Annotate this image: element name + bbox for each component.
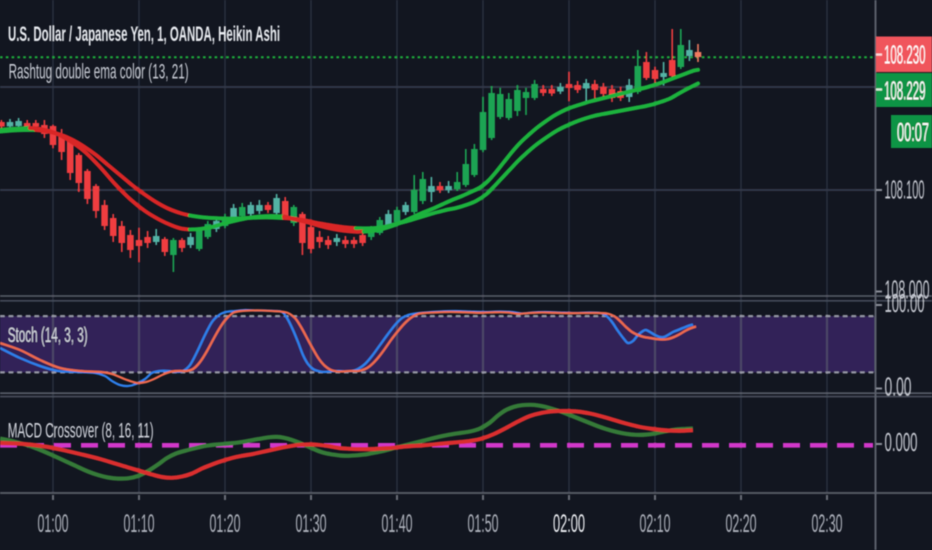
svg-text:0.00: 0.00 <box>885 374 912 402</box>
svg-text:0.000: 0.000 <box>885 429 918 457</box>
svg-text:108.000: 108.000 <box>885 277 930 305</box>
svg-text:108.230: 108.230 <box>884 42 926 70</box>
svg-text:02:00: 02:00 <box>553 510 585 538</box>
svg-text:Stoch (14, 3, 3): Stoch (14, 3, 3) <box>8 324 88 347</box>
svg-text:01:10: 01:10 <box>124 510 155 538</box>
svg-text:02:30: 02:30 <box>812 510 843 538</box>
svg-text:02:10: 02:10 <box>640 510 671 538</box>
svg-text:02:20: 02:20 <box>726 510 757 538</box>
svg-text:100.00: 100.00 <box>885 290 925 318</box>
svg-text:01:40: 01:40 <box>382 510 413 538</box>
svg-text:01:20: 01:20 <box>210 510 241 538</box>
svg-text:U.S. Dollar / Japanese Yen, 1,: U.S. Dollar / Japanese Yen, 1, OANDA, He… <box>8 22 280 46</box>
svg-text:01:00: 01:00 <box>38 510 69 538</box>
svg-text:Rashtug double ema color (13,: Rashtug double ema color (13, 21) <box>9 61 189 84</box>
svg-text:108.100: 108.100 <box>885 177 925 205</box>
svg-text:01:30: 01:30 <box>296 510 327 538</box>
svg-text:MACD Crossover (8, 16, 11): MACD Crossover (8, 16, 11) <box>8 420 154 443</box>
svg-text:108.229: 108.229 <box>884 78 926 106</box>
svg-text:00:07: 00:07 <box>897 119 929 147</box>
svg-text:01:50: 01:50 <box>468 510 499 538</box>
